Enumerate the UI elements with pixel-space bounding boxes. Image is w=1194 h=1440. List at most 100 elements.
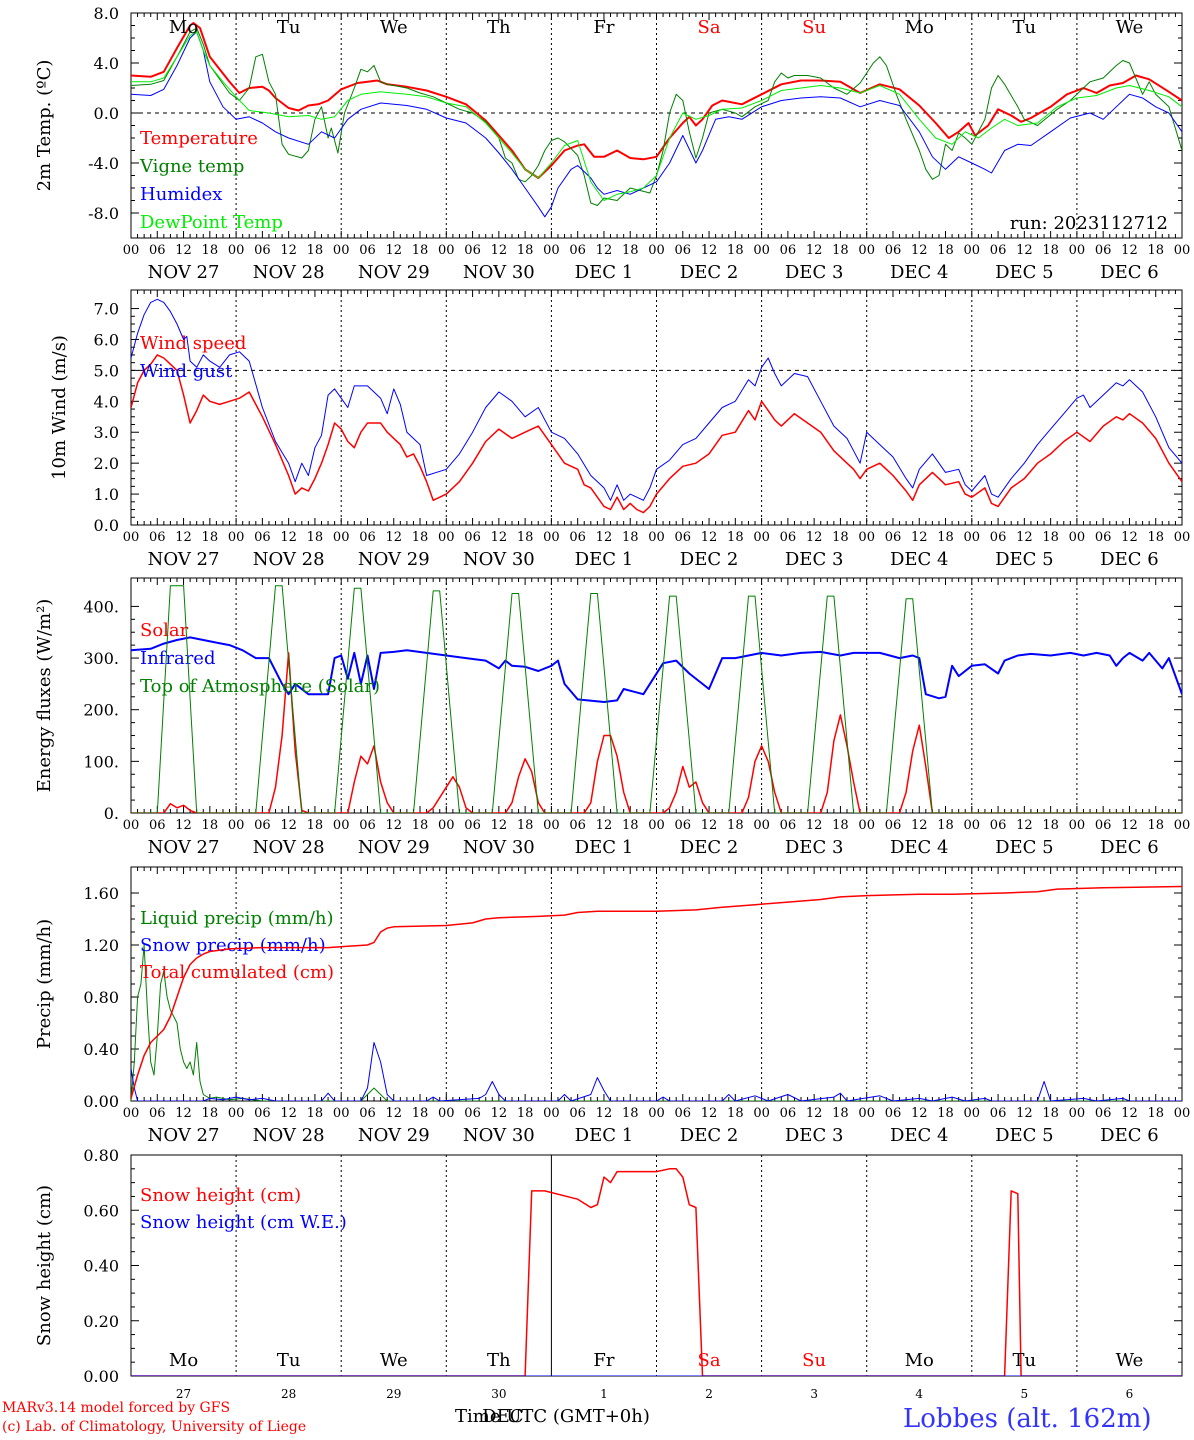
legend-entry: Snow height (cm)	[140, 1185, 301, 1206]
hour-label: 00	[333, 1106, 350, 1121]
y-tick-label: 0.40	[83, 1257, 119, 1276]
y-tick-label: 400.	[83, 597, 119, 616]
hour-label: 18	[622, 818, 639, 833]
hour-label: 12	[1016, 1106, 1033, 1121]
date-label: DEC 1	[575, 549, 634, 570]
date-label: NOV 28	[253, 549, 325, 570]
hour-label: 18	[1147, 243, 1164, 258]
series-line-humidex	[131, 31, 1182, 218]
weekday-label: Mo	[905, 1350, 934, 1371]
hour-label: 18	[937, 530, 954, 545]
hour-label: 06	[885, 530, 902, 545]
hour-label: 18	[622, 530, 639, 545]
y-axis-label: Energy fluxes (W/m²)	[34, 599, 55, 793]
hour-label: 12	[491, 530, 508, 545]
hour-label: 00	[648, 818, 665, 833]
hour-label: 06	[1095, 818, 1112, 833]
legend-entry: Vigne temp	[139, 156, 244, 177]
series-line-vigne-temp	[131, 27, 1182, 206]
date-label: NOV 27	[148, 549, 220, 570]
hour-label: 12	[280, 1106, 297, 1121]
date-label: DEC 5	[995, 1125, 1054, 1146]
hour-label: 18	[937, 1106, 954, 1121]
hour-label: 00	[438, 818, 455, 833]
hour-label: 12	[596, 818, 613, 833]
series-line-dewpoint-temp	[131, 31, 1182, 201]
hour-label: 12	[1016, 243, 1033, 258]
hour-label: 00	[964, 530, 981, 545]
hour-label: 12	[701, 530, 718, 545]
hour-label: 00	[1069, 243, 1086, 258]
hour-label: 00	[964, 1106, 981, 1121]
hour-label: 00	[753, 1106, 770, 1121]
legend-entry: Solar	[140, 620, 189, 641]
hour-label: 18	[307, 243, 324, 258]
date-label: DEC 6	[1100, 1125, 1159, 1146]
date-label: DEC 2	[680, 262, 739, 283]
series-line-wind-speed	[131, 354, 1182, 514]
date-label: DEC 2	[680, 1125, 739, 1146]
hour-label: 18	[412, 243, 429, 258]
hour-label: 18	[412, 1106, 429, 1121]
hour-label: 12	[806, 530, 823, 545]
hour-label: 06	[780, 818, 797, 833]
hour-label: 00	[1069, 530, 1086, 545]
hour-label: 18	[307, 530, 324, 545]
legend-entry: DewPoint Temp	[140, 212, 283, 233]
weekday-label: Tu	[1013, 1350, 1037, 1371]
hour-label: 00	[648, 1106, 665, 1121]
date-label: DEC 5	[995, 837, 1054, 858]
hour-label: 00	[1069, 1106, 1086, 1121]
hour-label: 12	[175, 243, 192, 258]
hour-label: 06	[780, 243, 797, 258]
weekday-label: Mo	[169, 17, 198, 38]
hour-label: 06	[675, 243, 692, 258]
y-axis-label: 10m Wind (m/s)	[49, 335, 70, 480]
hour-label: 12	[175, 818, 192, 833]
day-number-label: 1	[600, 1387, 608, 1401]
hour-label: 18	[202, 243, 219, 258]
y-axis-label: Snow height (cm)	[34, 1185, 55, 1346]
weekday-label: Tu	[277, 17, 301, 38]
y-tick-label: 0.60	[83, 1201, 119, 1220]
hour-label: 12	[280, 530, 297, 545]
date-label: DEC 4	[890, 262, 949, 283]
hour-label: 00	[1174, 818, 1191, 833]
hour-label: 06	[359, 1106, 376, 1121]
weekday-label: We	[1116, 1350, 1144, 1371]
hour-label: 06	[464, 530, 481, 545]
hour-label: 12	[385, 1106, 402, 1121]
y-tick-label: 6.0	[94, 330, 119, 349]
hour-label: 00	[123, 243, 140, 258]
hour-label: 12	[806, 818, 823, 833]
hour-label: 06	[780, 1106, 797, 1121]
hour-label: 18	[1147, 818, 1164, 833]
date-label: NOV 30	[463, 549, 535, 570]
hour-label: 00	[438, 530, 455, 545]
y-tick-label: 0.20	[83, 1312, 119, 1331]
hour-label: 18	[832, 243, 849, 258]
hour-label: 06	[569, 243, 586, 258]
y-tick-label: 300.	[83, 649, 119, 668]
y-tick-label: 5.0	[94, 361, 119, 380]
hour-label: 12	[385, 530, 402, 545]
weekday-label: Tu	[277, 1350, 301, 1371]
date-label: NOV 29	[358, 549, 430, 570]
hour-label: 00	[123, 818, 140, 833]
date-label: DEC 5	[995, 549, 1054, 570]
hour-label: 12	[701, 1106, 718, 1121]
y-tick-label: 8.0	[94, 4, 119, 23]
weekday-label: We	[1116, 17, 1144, 38]
y-tick-label: 4.0	[94, 54, 119, 73]
y-tick-label: 0.0	[94, 516, 119, 535]
day-number-label: 28	[281, 1387, 296, 1401]
y-tick-label: 0.	[104, 804, 119, 823]
y-tick-label: 0.0	[94, 104, 119, 123]
hour-label: 12	[911, 1106, 928, 1121]
hour-label: 06	[464, 1106, 481, 1121]
hour-label: 00	[333, 530, 350, 545]
weekday-label: Sa	[698, 1350, 721, 1371]
hour-label: 06	[254, 1106, 271, 1121]
hour-label: 18	[517, 1106, 534, 1121]
date-label: NOV 30	[463, 837, 535, 858]
